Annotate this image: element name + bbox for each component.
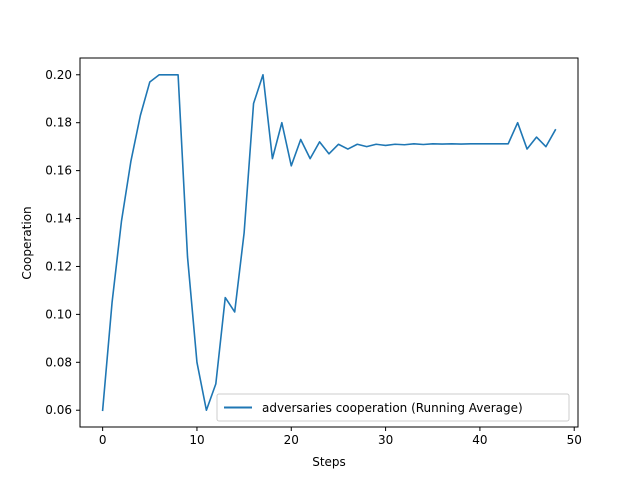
legend-label: adversaries cooperation (Running Average… [262,401,523,415]
y-tick-label: 0.12 [45,259,72,273]
x-tick-label: 30 [378,433,393,447]
y-axis-label: Cooperation [20,206,34,279]
y-tick-label: 0.08 [45,355,72,369]
legend-frame [216,393,570,422]
series-line-0 [101,73,557,412]
y-tick-label: 0.20 [45,68,72,82]
axes: 0 10 20 30 40 50 0.06 0.08 0.10 0.12 0.14 0.16 0.18 0… [45,57,582,447]
plot-area [101,73,557,412]
x-axis-label: Steps [312,455,346,469]
y-tick-label: 0.10 [45,307,72,321]
axes-frame [79,57,579,428]
x-tick-label: 10 [189,433,204,447]
y-tick-label: 0.18 [45,116,72,130]
legend: adversaries cooperation (Running Average… [216,393,570,422]
x-tick-label: 50 [567,433,582,447]
y-tick-label: 0.06 [45,403,72,417]
x-tick-label: 20 [284,433,299,447]
x-tick-label: 40 [472,433,487,447]
x-tick-label: 0 [99,433,107,447]
y-tick-label: 0.14 [45,212,72,226]
y-tick-label: 0.16 [45,164,72,178]
